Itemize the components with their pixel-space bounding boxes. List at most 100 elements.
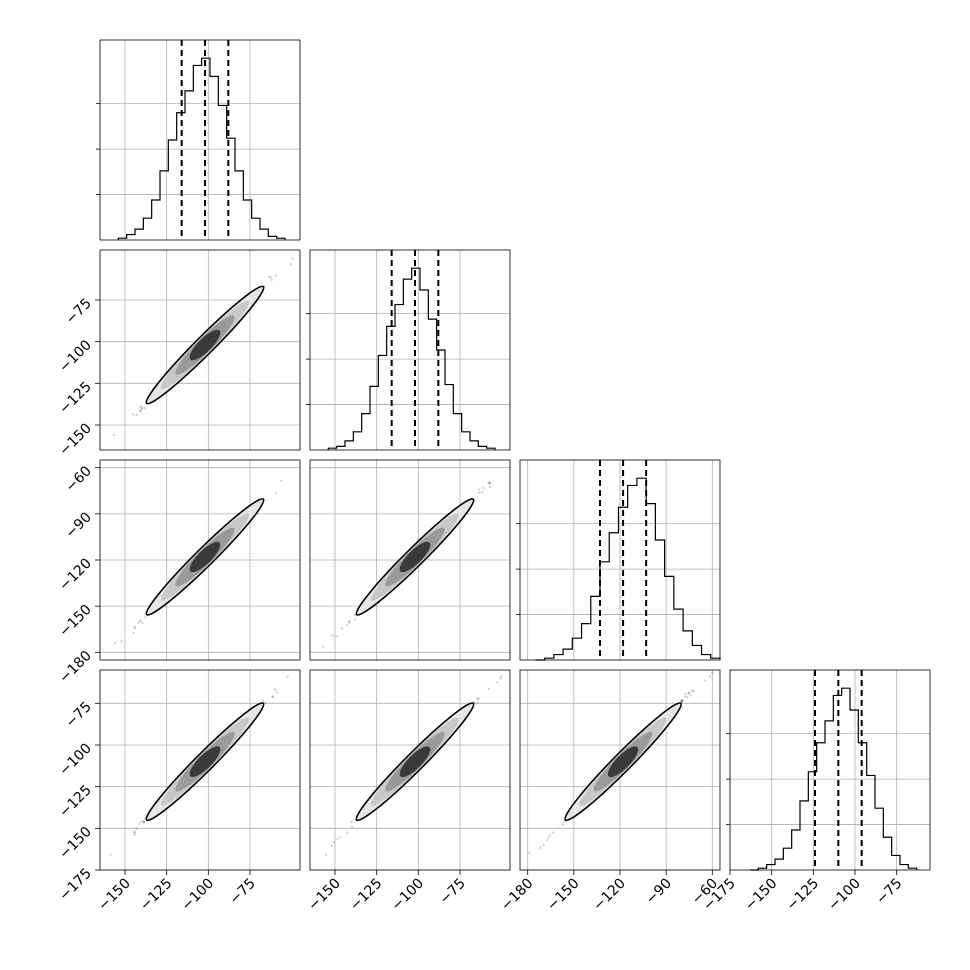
scatter-point xyxy=(692,689,695,693)
scatter-point xyxy=(548,834,552,837)
scatter-point xyxy=(144,616,147,619)
scatter-point xyxy=(546,838,549,842)
x-tick-label: −125 xyxy=(347,876,386,915)
x-tick-label: −180 xyxy=(498,876,537,915)
y-tick-label: −175 xyxy=(56,866,95,905)
scatter-point xyxy=(478,491,481,494)
scatter-point xyxy=(686,695,689,699)
scatter-point xyxy=(482,486,485,489)
scatter-point xyxy=(346,831,349,835)
scatter-point xyxy=(133,833,136,836)
panel-frame xyxy=(309,249,511,451)
scatter-point xyxy=(332,840,336,844)
x-tick-label: −125 xyxy=(784,876,823,915)
scatter-point xyxy=(473,700,476,704)
panel-3-0: −150 −125 −100 −75−175−150−125−100−75 xyxy=(56,669,301,915)
scatter-point xyxy=(275,691,279,694)
density-contour xyxy=(189,746,221,778)
scatter-point xyxy=(291,257,294,260)
scatter-point xyxy=(274,491,278,495)
scatter-point xyxy=(710,671,714,674)
scatter-point xyxy=(142,820,145,823)
scatter-point xyxy=(141,406,144,409)
panel-3-3: −175 −150 −125 −100 −75 xyxy=(700,669,931,915)
scatter-point xyxy=(488,485,492,489)
scatter-point xyxy=(279,479,283,482)
scatter-point xyxy=(495,681,499,684)
scatter-point xyxy=(289,263,292,266)
panel-3-2: −180 −150 −120 −90 −60 xyxy=(498,669,721,915)
histogram-3 xyxy=(750,687,918,871)
x-tick-label: −150 xyxy=(742,876,781,915)
scatter-point xyxy=(132,631,135,635)
y-tick-label: −120 xyxy=(56,556,95,595)
scatter-point xyxy=(133,625,136,628)
scatter-point xyxy=(679,699,682,702)
scatter-point xyxy=(139,619,142,622)
scatter-point xyxy=(708,675,712,678)
scatter-point xyxy=(500,674,503,678)
scatter-point xyxy=(131,413,134,416)
scatter-point xyxy=(137,621,140,624)
scatter-point xyxy=(138,409,142,412)
panel-1-0: −150−125−100 −75 xyxy=(56,249,301,459)
scatter-point xyxy=(114,641,117,645)
scatter-point xyxy=(347,621,351,624)
scatter-point xyxy=(477,488,480,491)
y-tick-label: −90 xyxy=(63,509,95,541)
scatter-point xyxy=(262,699,265,703)
panel-2-0: −180 −150 −120 −90 −60 xyxy=(56,459,301,687)
scatter-point xyxy=(687,691,691,695)
scatter-point xyxy=(542,843,545,847)
scatter-point xyxy=(547,836,550,839)
scatter-point xyxy=(487,482,490,485)
density-contour xyxy=(399,746,431,778)
y-tick-label: −150 xyxy=(56,824,95,863)
scatter-point xyxy=(563,820,566,824)
x-tick-label: −100 xyxy=(825,876,864,915)
scatter-point xyxy=(350,825,354,829)
x-tick-label: −150 xyxy=(95,876,134,915)
histogram-2 xyxy=(535,477,721,661)
x-tick-label: −90 xyxy=(643,876,675,908)
scatter-point xyxy=(286,675,289,678)
panel-frame xyxy=(519,459,721,661)
scatter-point xyxy=(561,823,564,826)
scatter-point xyxy=(703,679,706,682)
panel-frame xyxy=(99,39,301,241)
y-tick-label: −100 xyxy=(56,337,95,376)
scatter-point xyxy=(138,822,141,825)
x-tick-label: −100 xyxy=(179,876,218,915)
scatter-point xyxy=(330,844,334,847)
density-contour xyxy=(399,541,431,573)
scatter-point xyxy=(141,621,144,624)
x-tick-label: −120 xyxy=(590,876,629,915)
panel-2-2 xyxy=(516,459,721,661)
y-tick-label: −125 xyxy=(56,782,95,821)
density-contour xyxy=(189,329,221,361)
scatter-point xyxy=(350,820,353,824)
scatter-point xyxy=(274,274,277,277)
scatter-point xyxy=(338,835,341,839)
scatter-point xyxy=(331,634,334,637)
scatter-point xyxy=(680,700,684,703)
y-tick-label: −75 xyxy=(63,699,95,731)
panel-frame xyxy=(309,669,511,871)
scatter-point xyxy=(687,691,690,695)
scatter-point xyxy=(539,846,542,849)
scatter-point xyxy=(133,626,137,630)
panel-3-1: −150 −125 −100 −75 xyxy=(305,669,511,915)
scatter-point xyxy=(268,275,271,279)
x-tick-label: −75 xyxy=(227,876,259,908)
x-tick-label: −75 xyxy=(437,876,469,908)
scatter-point xyxy=(271,695,274,699)
scatter-point xyxy=(477,697,480,701)
scatter-point xyxy=(135,827,138,830)
y-tick-label: −180 xyxy=(56,648,95,687)
x-tick-label: −125 xyxy=(137,876,176,915)
y-tick-label: −100 xyxy=(56,741,95,780)
scatter-point xyxy=(112,433,116,437)
scatter-point xyxy=(322,645,325,648)
scatter-point xyxy=(680,699,684,703)
